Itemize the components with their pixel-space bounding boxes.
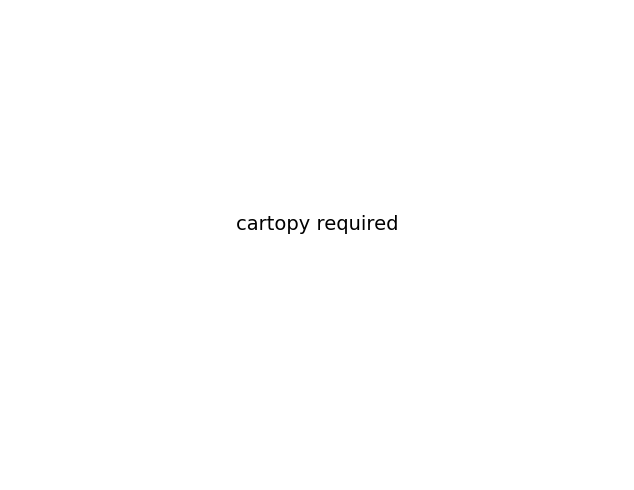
Text: cartopy required: cartopy required: [236, 216, 398, 234]
